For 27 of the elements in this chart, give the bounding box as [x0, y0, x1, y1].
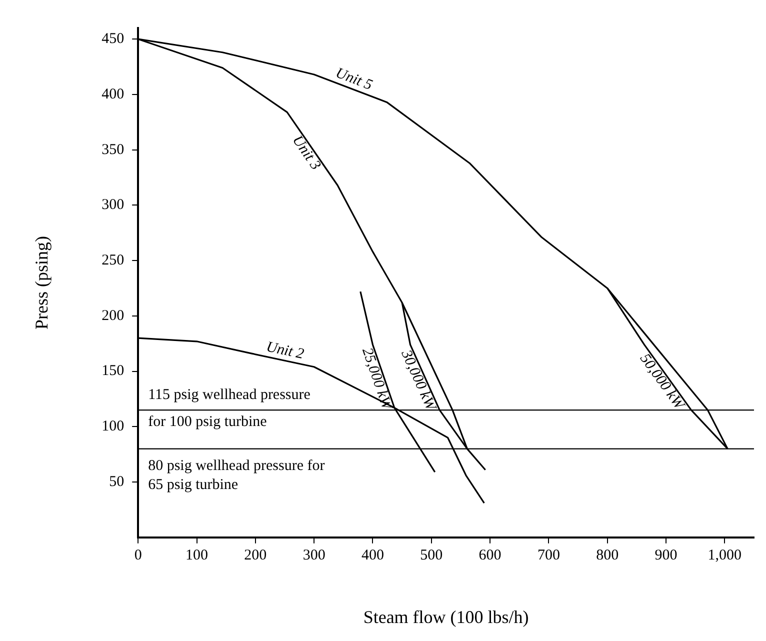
text: 30,000 kW: [397, 346, 440, 414]
x-tick-label: 1,000: [708, 547, 742, 564]
y-tick-label: 350: [102, 142, 124, 158]
x-tick-label: 500: [420, 547, 443, 564]
text: Unit 2: [264, 339, 306, 363]
y-tick-label: 150: [102, 363, 124, 380]
y-tick-label: 100: [102, 418, 124, 435]
x-tick-label: 400: [361, 547, 384, 564]
x-tick-label: 800: [596, 547, 619, 564]
y-axis-title: Press (psing): [32, 236, 52, 330]
y-tick-label: 50: [109, 474, 124, 490]
x-tick-label: 700: [537, 547, 560, 564]
y-tick-label: 450: [102, 31, 124, 48]
x-tick-label: 300: [302, 547, 326, 564]
text: Unit 5: [333, 65, 375, 94]
x-tick-label: 200: [244, 547, 267, 564]
y-tick-label: 250: [102, 252, 124, 268]
x-tick-label: 100: [186, 547, 208, 564]
ref-line-label: 80 psig wellhead pressure for 65 psig turbine: [148, 458, 325, 493]
ref-line-label: 115 psig wellhead pressure for 100 psig turbine: [148, 386, 311, 430]
x-axis-title: Steam flow (100 lbs/h): [363, 606, 529, 627]
x-tick-label: 0: [134, 547, 142, 564]
x-tick-label: 900: [654, 547, 678, 564]
y-tick-label: 400: [102, 86, 124, 102]
y-tick-label: 200: [102, 308, 124, 324]
x-tick-label: 600: [478, 547, 502, 564]
y-tick-label: 300: [102, 197, 124, 214]
